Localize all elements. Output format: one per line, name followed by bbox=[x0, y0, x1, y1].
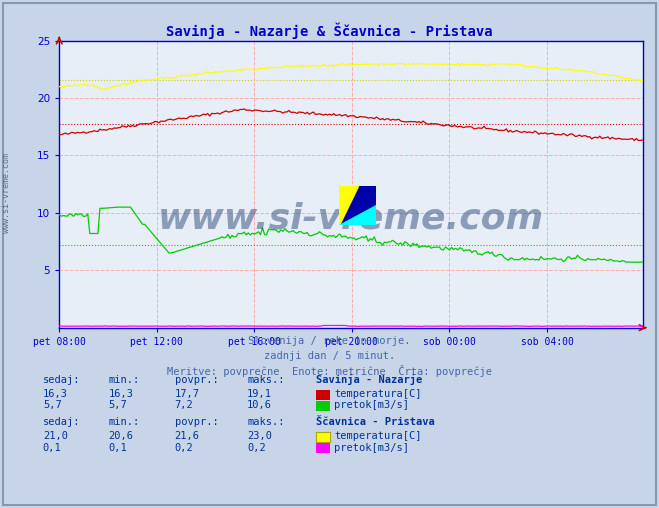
Text: Savinja - Nazarje: Savinja - Nazarje bbox=[316, 374, 422, 385]
Text: maks.:: maks.: bbox=[247, 417, 285, 427]
Text: 16,3: 16,3 bbox=[109, 389, 134, 399]
Text: 10,6: 10,6 bbox=[247, 400, 272, 410]
Text: 23,0: 23,0 bbox=[247, 431, 272, 441]
Text: temperatura[C]: temperatura[C] bbox=[334, 389, 422, 399]
Text: sedaj:: sedaj: bbox=[43, 417, 80, 427]
Text: 16,3: 16,3 bbox=[43, 389, 68, 399]
Text: 0,2: 0,2 bbox=[175, 442, 193, 453]
Text: 5,7: 5,7 bbox=[109, 400, 127, 410]
Text: Meritve: povprečne  Enote: metrične  Črta: povprečje: Meritve: povprečne Enote: metrične Črta:… bbox=[167, 365, 492, 377]
Text: pretok[m3/s]: pretok[m3/s] bbox=[334, 400, 409, 410]
Text: www.si-vreme.com: www.si-vreme.com bbox=[2, 153, 11, 233]
Text: www.si-vreme.com: www.si-vreme.com bbox=[158, 202, 544, 236]
Text: 21,0: 21,0 bbox=[43, 431, 68, 441]
Text: temperatura[C]: temperatura[C] bbox=[334, 431, 422, 441]
Text: pretok[m3/s]: pretok[m3/s] bbox=[334, 442, 409, 453]
Text: Ščavnica - Pristava: Ščavnica - Pristava bbox=[316, 417, 435, 427]
Text: povpr.:: povpr.: bbox=[175, 375, 218, 385]
Text: 0,1: 0,1 bbox=[43, 442, 61, 453]
Text: 5,7: 5,7 bbox=[43, 400, 61, 410]
Text: 17,7: 17,7 bbox=[175, 389, 200, 399]
Text: Slovenija / reke in morje.: Slovenija / reke in morje. bbox=[248, 336, 411, 346]
Text: 20,6: 20,6 bbox=[109, 431, 134, 441]
Polygon shape bbox=[339, 205, 376, 225]
Text: min.:: min.: bbox=[109, 417, 140, 427]
Text: Savinja - Nazarje & Ščavnica - Pristava: Savinja - Nazarje & Ščavnica - Pristava bbox=[166, 23, 493, 39]
Text: sedaj:: sedaj: bbox=[43, 375, 80, 385]
Text: povpr.:: povpr.: bbox=[175, 417, 218, 427]
Text: zadnji dan / 5 minut.: zadnji dan / 5 minut. bbox=[264, 351, 395, 361]
Polygon shape bbox=[339, 186, 358, 225]
Text: min.:: min.: bbox=[109, 375, 140, 385]
Text: 21,6: 21,6 bbox=[175, 431, 200, 441]
Text: 0,1: 0,1 bbox=[109, 442, 127, 453]
Text: maks.:: maks.: bbox=[247, 375, 285, 385]
Text: 0,2: 0,2 bbox=[247, 442, 266, 453]
Text: 19,1: 19,1 bbox=[247, 389, 272, 399]
Text: 7,2: 7,2 bbox=[175, 400, 193, 410]
